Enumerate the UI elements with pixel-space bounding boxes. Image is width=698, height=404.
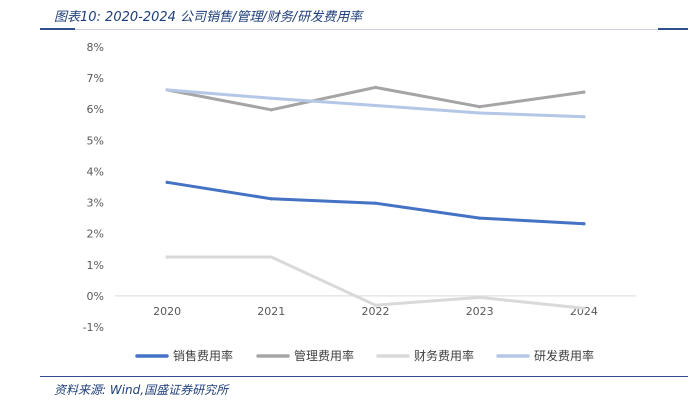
figure-title: 图表10: 2020-2024 公司销售/管理/财务/研发费用率 xyxy=(54,10,363,25)
y-tick-label: 7% xyxy=(87,72,104,85)
data-point xyxy=(478,111,482,115)
title-rule-accent-right xyxy=(658,28,688,30)
data-point xyxy=(165,255,169,259)
title-rule xyxy=(75,29,658,30)
y-tick-label: 5% xyxy=(87,134,104,147)
x-tick-label: 2023 xyxy=(466,305,494,318)
title-rule-accent-left xyxy=(40,28,75,30)
data-point xyxy=(165,180,169,184)
y-tick-label: 1% xyxy=(87,259,104,272)
y-tick-label: 8% xyxy=(87,41,104,54)
data-point xyxy=(478,295,482,300)
source-note: 资料来源: Wind,国盛证券研究所 xyxy=(54,383,229,397)
data-point xyxy=(478,216,482,220)
data-point xyxy=(373,103,378,108)
data-point xyxy=(269,96,273,100)
data-point xyxy=(582,90,586,94)
y-tick-label: 2% xyxy=(87,228,104,241)
x-tick-label: 2022 xyxy=(362,305,390,318)
data-point xyxy=(269,197,273,201)
x-tick-label: 2021 xyxy=(257,305,285,318)
x-tick-label: 2020 xyxy=(153,305,181,318)
y-tick-label: 3% xyxy=(87,197,104,210)
y-tick-label: 6% xyxy=(87,103,104,116)
y-tick-label: 0% xyxy=(87,290,104,303)
data-point xyxy=(269,255,273,259)
data-point xyxy=(582,306,586,310)
legend-label: 销售费用率 xyxy=(173,348,233,363)
data-point xyxy=(165,88,169,92)
legend-label: 财务费用率 xyxy=(414,348,474,363)
legend-label: 研发费用率 xyxy=(534,348,594,363)
data-point xyxy=(373,303,378,307)
legend-label: 管理费用率 xyxy=(294,348,354,363)
data-point xyxy=(373,85,378,90)
data-point xyxy=(582,222,586,226)
data-point xyxy=(582,115,586,119)
data-point xyxy=(269,108,273,112)
data-point xyxy=(373,201,378,205)
series-line-3 xyxy=(165,255,586,310)
source-rule xyxy=(40,376,688,377)
y-tick-label: 4% xyxy=(87,165,104,178)
y-tick-label: -1% xyxy=(83,321,104,334)
data-point xyxy=(478,105,482,109)
